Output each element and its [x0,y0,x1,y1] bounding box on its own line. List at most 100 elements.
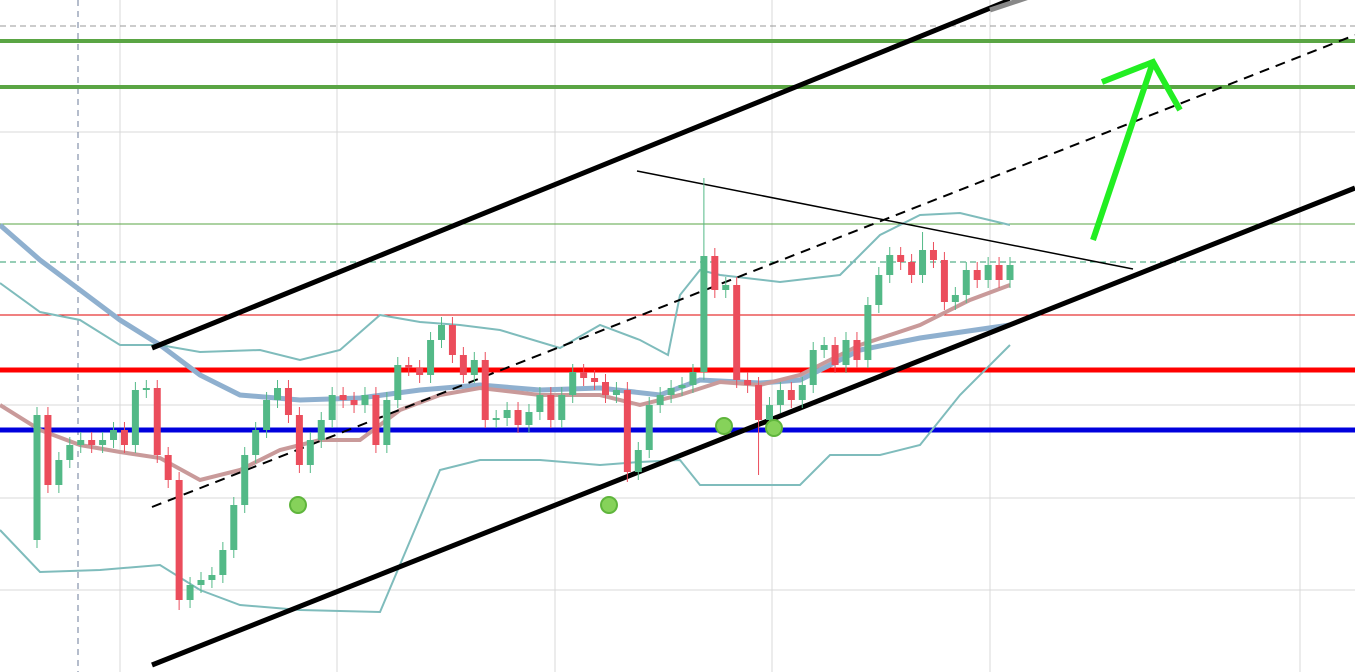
candle-body [1006,265,1014,280]
arrow [1100,58,1183,112]
candle-body [88,440,96,445]
candle-body [317,420,325,440]
candle-body [722,285,730,290]
candle-body [295,415,303,465]
candle-body [919,250,927,275]
candle-body [984,265,992,280]
candle-body [995,265,1003,280]
candle-body [328,395,336,420]
candle-body [591,378,599,382]
candle-body [711,256,719,290]
trend-line [151,185,1355,668]
candle-body [66,445,74,460]
candle-body [361,395,369,405]
candle-body [263,400,271,430]
candle-body [99,440,107,445]
markers [289,417,783,514]
candle-body [372,395,380,445]
candle-body [339,395,347,400]
candle-body [481,360,489,420]
candle-body [886,255,894,275]
candle-body [951,295,959,302]
candle-body [186,585,194,600]
candle-body [864,305,872,360]
candle-body [612,390,620,395]
candle-body [634,450,642,472]
trend-line [636,170,1134,270]
candle-body [842,340,850,365]
candle-body [667,388,675,395]
candle-body [831,345,839,365]
candle-body [416,368,424,375]
trend-line [989,0,1028,13]
candle-body [755,385,763,420]
candle-body [394,365,402,400]
candle-body [809,350,817,385]
candle-body [623,390,631,472]
candle-body [131,390,139,445]
candle-body [776,390,784,405]
marker [600,496,618,514]
marker [289,496,307,514]
candle-body [569,372,577,395]
candle-body [503,410,511,418]
candle-body [284,388,292,415]
candle-body [514,410,522,425]
candle-body [744,380,752,385]
candle-body [765,405,773,420]
candle-body [536,395,544,412]
trend-line [151,0,1011,351]
candle-body [77,440,85,445]
candle-body [820,345,828,350]
candle-body [492,418,500,420]
candle-body [164,455,172,480]
candle-body [656,395,664,405]
arrow [1090,61,1156,241]
levels [0,25,1355,433]
candle-body [908,262,916,275]
candle-body [142,388,150,390]
candle-body [197,580,205,585]
candle-body [44,415,52,485]
bollinger-band [0,211,1011,362]
candle-body [55,460,63,485]
candle-body [33,415,41,540]
candle-body [274,388,282,400]
candle-body [929,250,937,260]
trend-line [151,34,1355,508]
candle-body [230,505,238,550]
candle-body [601,382,609,395]
candle-body [798,385,806,400]
candle-body [208,575,216,580]
candle-body [470,360,478,375]
candle-body [438,325,446,340]
candle-body [427,340,435,375]
candle-body [558,395,566,420]
candle-body [383,400,391,445]
candle-body [645,405,653,450]
marker [765,419,783,437]
candle-body [350,400,358,405]
moving-average [0,223,1011,403]
candle-body [405,365,413,368]
marker [715,417,733,435]
candle-body [962,270,970,295]
candle-body [547,395,555,420]
candles [33,178,1014,610]
candle-body [875,275,883,305]
candle-body [973,270,981,280]
candle-body [241,455,249,505]
candle-body [448,325,456,355]
candle-body [700,256,708,372]
candle-body [525,412,533,425]
candle-body [733,285,741,380]
candle-body [689,372,697,385]
candle-body [306,440,314,465]
candle-body [940,260,948,302]
candle-body [853,340,861,360]
candle-body [678,385,686,388]
